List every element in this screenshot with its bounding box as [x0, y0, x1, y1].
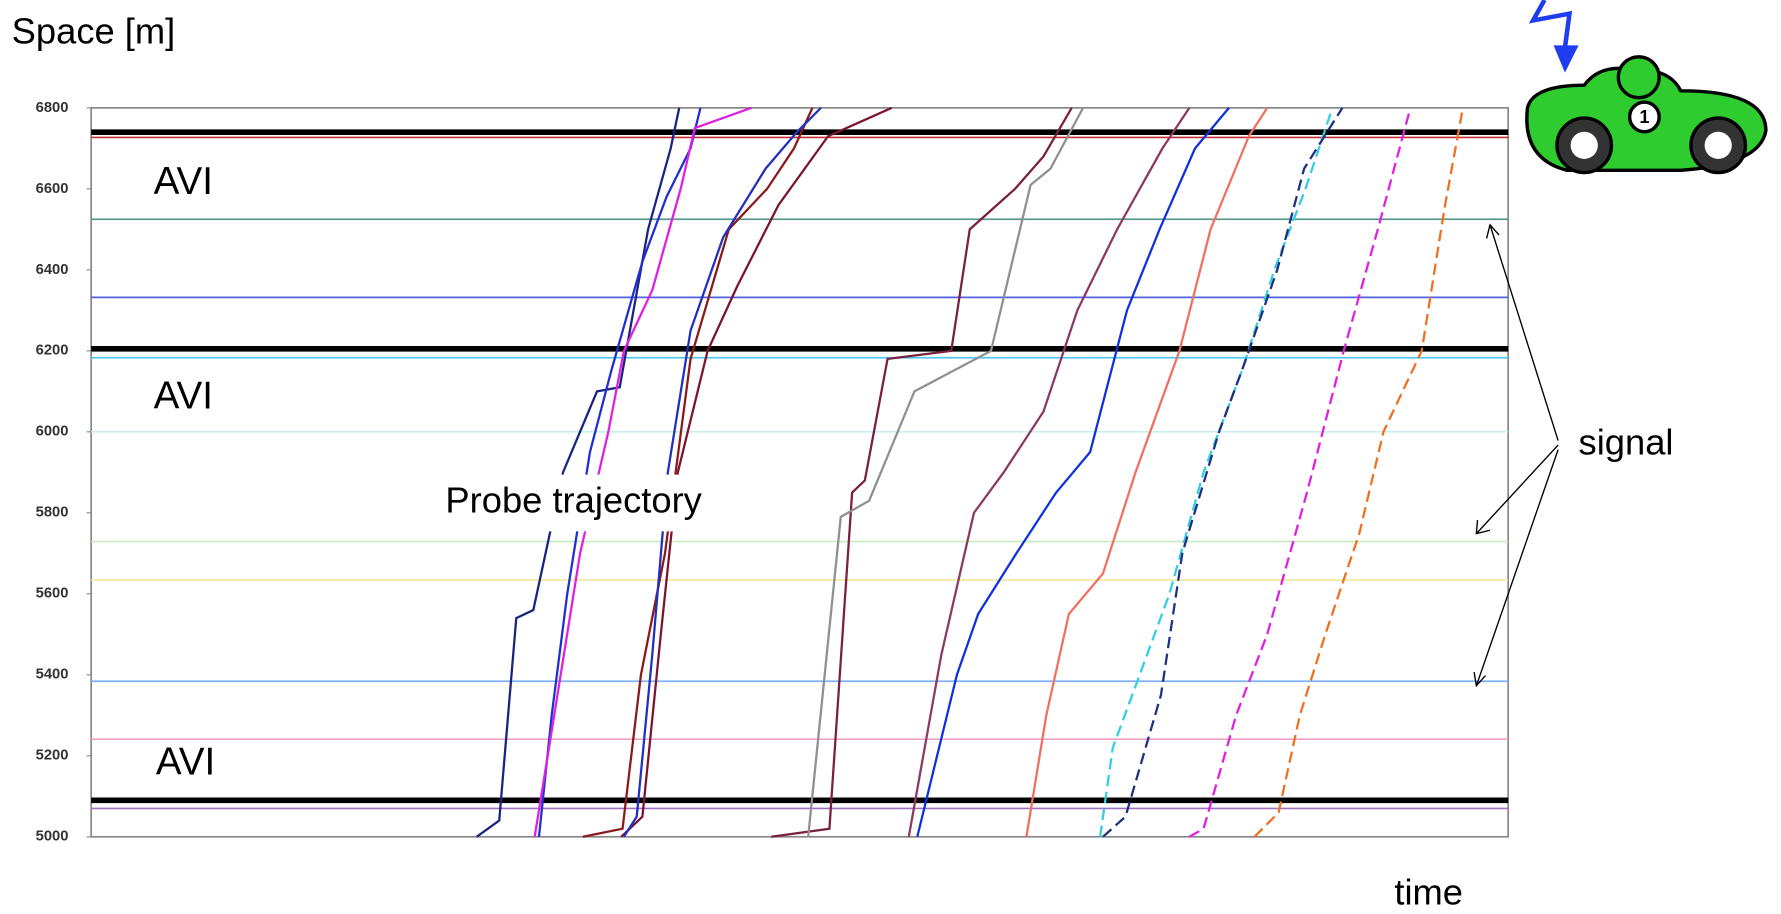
- annotation: signal: [1579, 422, 1674, 463]
- y-tick-label: 5000: [36, 829, 69, 845]
- y-tick-label: 6600: [36, 181, 69, 197]
- y-tick-label: 6400: [36, 262, 69, 278]
- trajectory: [537, 107, 702, 837]
- y-tick-label: 5400: [36, 667, 69, 683]
- label-background: [437, 474, 807, 532]
- x-axis-label: time: [1394, 871, 1463, 912]
- plot-area: [90, 107, 1510, 838]
- svg-text:1: 1: [1639, 107, 1649, 127]
- trajectory: [771, 107, 1073, 838]
- y-tick-label: 5200: [36, 748, 69, 764]
- trajectory: [533, 106, 752, 837]
- plot-layer: [86, 106, 1509, 838]
- trajectory: [1188, 107, 1412, 838]
- y-tick-label: 5800: [36, 505, 69, 521]
- trajectory: [622, 107, 822, 838]
- annotation: AVI: [154, 375, 213, 418]
- trajectory: [582, 107, 814, 838]
- y-axis-label: Space [m]: [12, 11, 176, 52]
- trajectory: [1102, 107, 1344, 838]
- trajectory: [475, 107, 681, 838]
- annotation: Probe trajectory: [445, 480, 702, 521]
- trajectory: [620, 106, 893, 838]
- trajectory: [1253, 107, 1464, 838]
- y-tick-label: 6200: [36, 343, 69, 359]
- y-tick-label: 6000: [36, 424, 69, 440]
- signal-arrows: [1473, 223, 1559, 688]
- trajectory: [807, 107, 1085, 837]
- trajectory: [1025, 107, 1269, 837]
- trajectory: [1098, 107, 1334, 837]
- trajectory: [907, 107, 1191, 837]
- annotation: AVI: [156, 740, 215, 783]
- annotation: AVI: [154, 160, 213, 203]
- car-icon: 1: [1525, 0, 1768, 175]
- y-tick-label: 5600: [36, 586, 69, 602]
- y-tick-label: 6800: [36, 100, 69, 116]
- trajectory: [916, 107, 1230, 838]
